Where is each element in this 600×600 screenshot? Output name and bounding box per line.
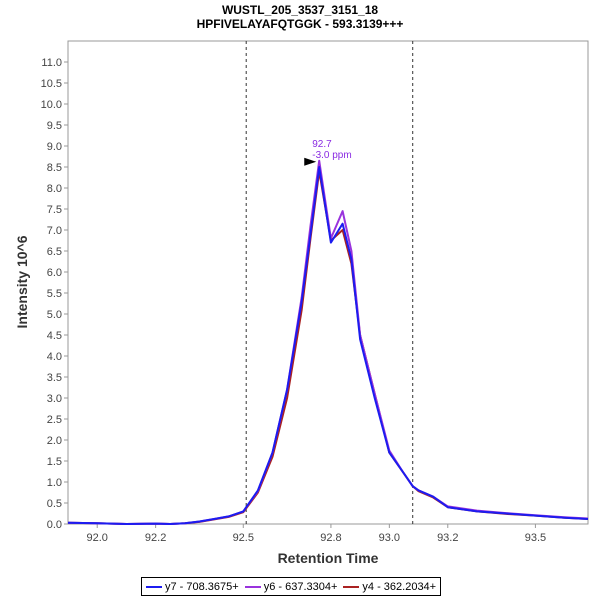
- y-tick-label: 10.0: [41, 99, 62, 111]
- y-tick-label: 11.0: [41, 57, 62, 69]
- legend-item: y7 - 708.3675+: [146, 581, 239, 593]
- y-tick-label: 9.5: [47, 120, 62, 132]
- y-tick-label: 5.5: [47, 288, 62, 300]
- series-line: [67, 166, 589, 525]
- y-axis: 0.0 0.5 1.0 1.5 2.0 2.5 3.0 3.5 4.0 4.5 5.0 5.5 6.0 6…: [41, 57, 68, 531]
- y-tick-label: 10.5: [41, 78, 62, 90]
- y-tick-label: 7.0: [47, 225, 62, 237]
- y-tick-label: 8.5: [47, 162, 62, 174]
- series-lines: [67, 159, 589, 525]
- plot-area: [67, 40, 589, 525]
- peak-ppm-label: -3.0 ppm: [312, 150, 351, 161]
- x-tick-label: 92.0: [87, 532, 108, 544]
- y-tick-label: 2.0: [47, 435, 62, 447]
- peak-annotation: 92.7 -3.0 ppm: [304, 139, 352, 166]
- chart-title: WUSTL_205_3537_3151_18: [222, 3, 378, 17]
- y-tick-label: 5.0: [47, 309, 62, 321]
- x-tick-label: 93.2: [437, 532, 458, 544]
- legend-label: y6 - 637.3304+: [263, 580, 338, 593]
- y-tick-label: 7.5: [47, 204, 62, 216]
- y-tick-label: 2.5: [47, 414, 62, 426]
- legend-item: y6 - 637.3304+: [244, 580, 338, 593]
- legend-label: y4 - 362.2034+: [362, 580, 437, 593]
- y-tick-label: 9.0: [47, 141, 62, 153]
- peak-rt-label: 92.7: [312, 139, 332, 150]
- legend-swatch: [146, 585, 162, 588]
- peak-arrow-icon: [304, 157, 317, 166]
- legend-item: y4 - 362.2034+: [343, 581, 436, 593]
- legend-swatch: [244, 585, 261, 588]
- legend-label: y7 - 708.3675+: [165, 580, 239, 593]
- x-tick-label: 92.2: [145, 532, 166, 544]
- y-tick-label: 3.5: [47, 372, 62, 384]
- y-tick-label: 1.0: [47, 477, 62, 489]
- legend: y7 - 708.3675+ y6 - 637.3304+ y4 - 362.203…: [141, 577, 442, 596]
- y-tick-label: 0.0: [47, 519, 62, 531]
- x-tick-label: 93.5: [525, 532, 546, 544]
- x-tick-label: 92.8: [320, 532, 341, 544]
- x-tick-label: 93.0: [379, 532, 400, 544]
- legend-swatch: [343, 585, 360, 588]
- y-tick-label: 8.0: [47, 183, 62, 195]
- plot-frame: [67, 40, 589, 525]
- y-tick-label: 4.5: [47, 330, 62, 342]
- x-axis: 92.0 92.2 92.5 92.8 93.0 93.2 93.5: [87, 524, 546, 544]
- y-axis-label: Intensity 10^6: [14, 235, 30, 328]
- x-tick-label: 92.5: [233, 532, 254, 544]
- y-tick-label: 4.0: [47, 351, 62, 363]
- series-line: [67, 159, 589, 525]
- chart-subtitle: HPFIVELAYAFQTGGK - 593.3139+++: [197, 17, 404, 31]
- y-tick-label: 6.0: [47, 267, 62, 279]
- y-tick-label: 6.5: [47, 246, 62, 258]
- x-axis-label: Retention Time: [278, 550, 379, 566]
- integration-boundaries: [245, 41, 414, 524]
- y-tick-label: 0.5: [47, 498, 62, 510]
- y-tick-label: 1.5: [47, 456, 62, 468]
- y-tick-label: 3.0: [47, 393, 62, 405]
